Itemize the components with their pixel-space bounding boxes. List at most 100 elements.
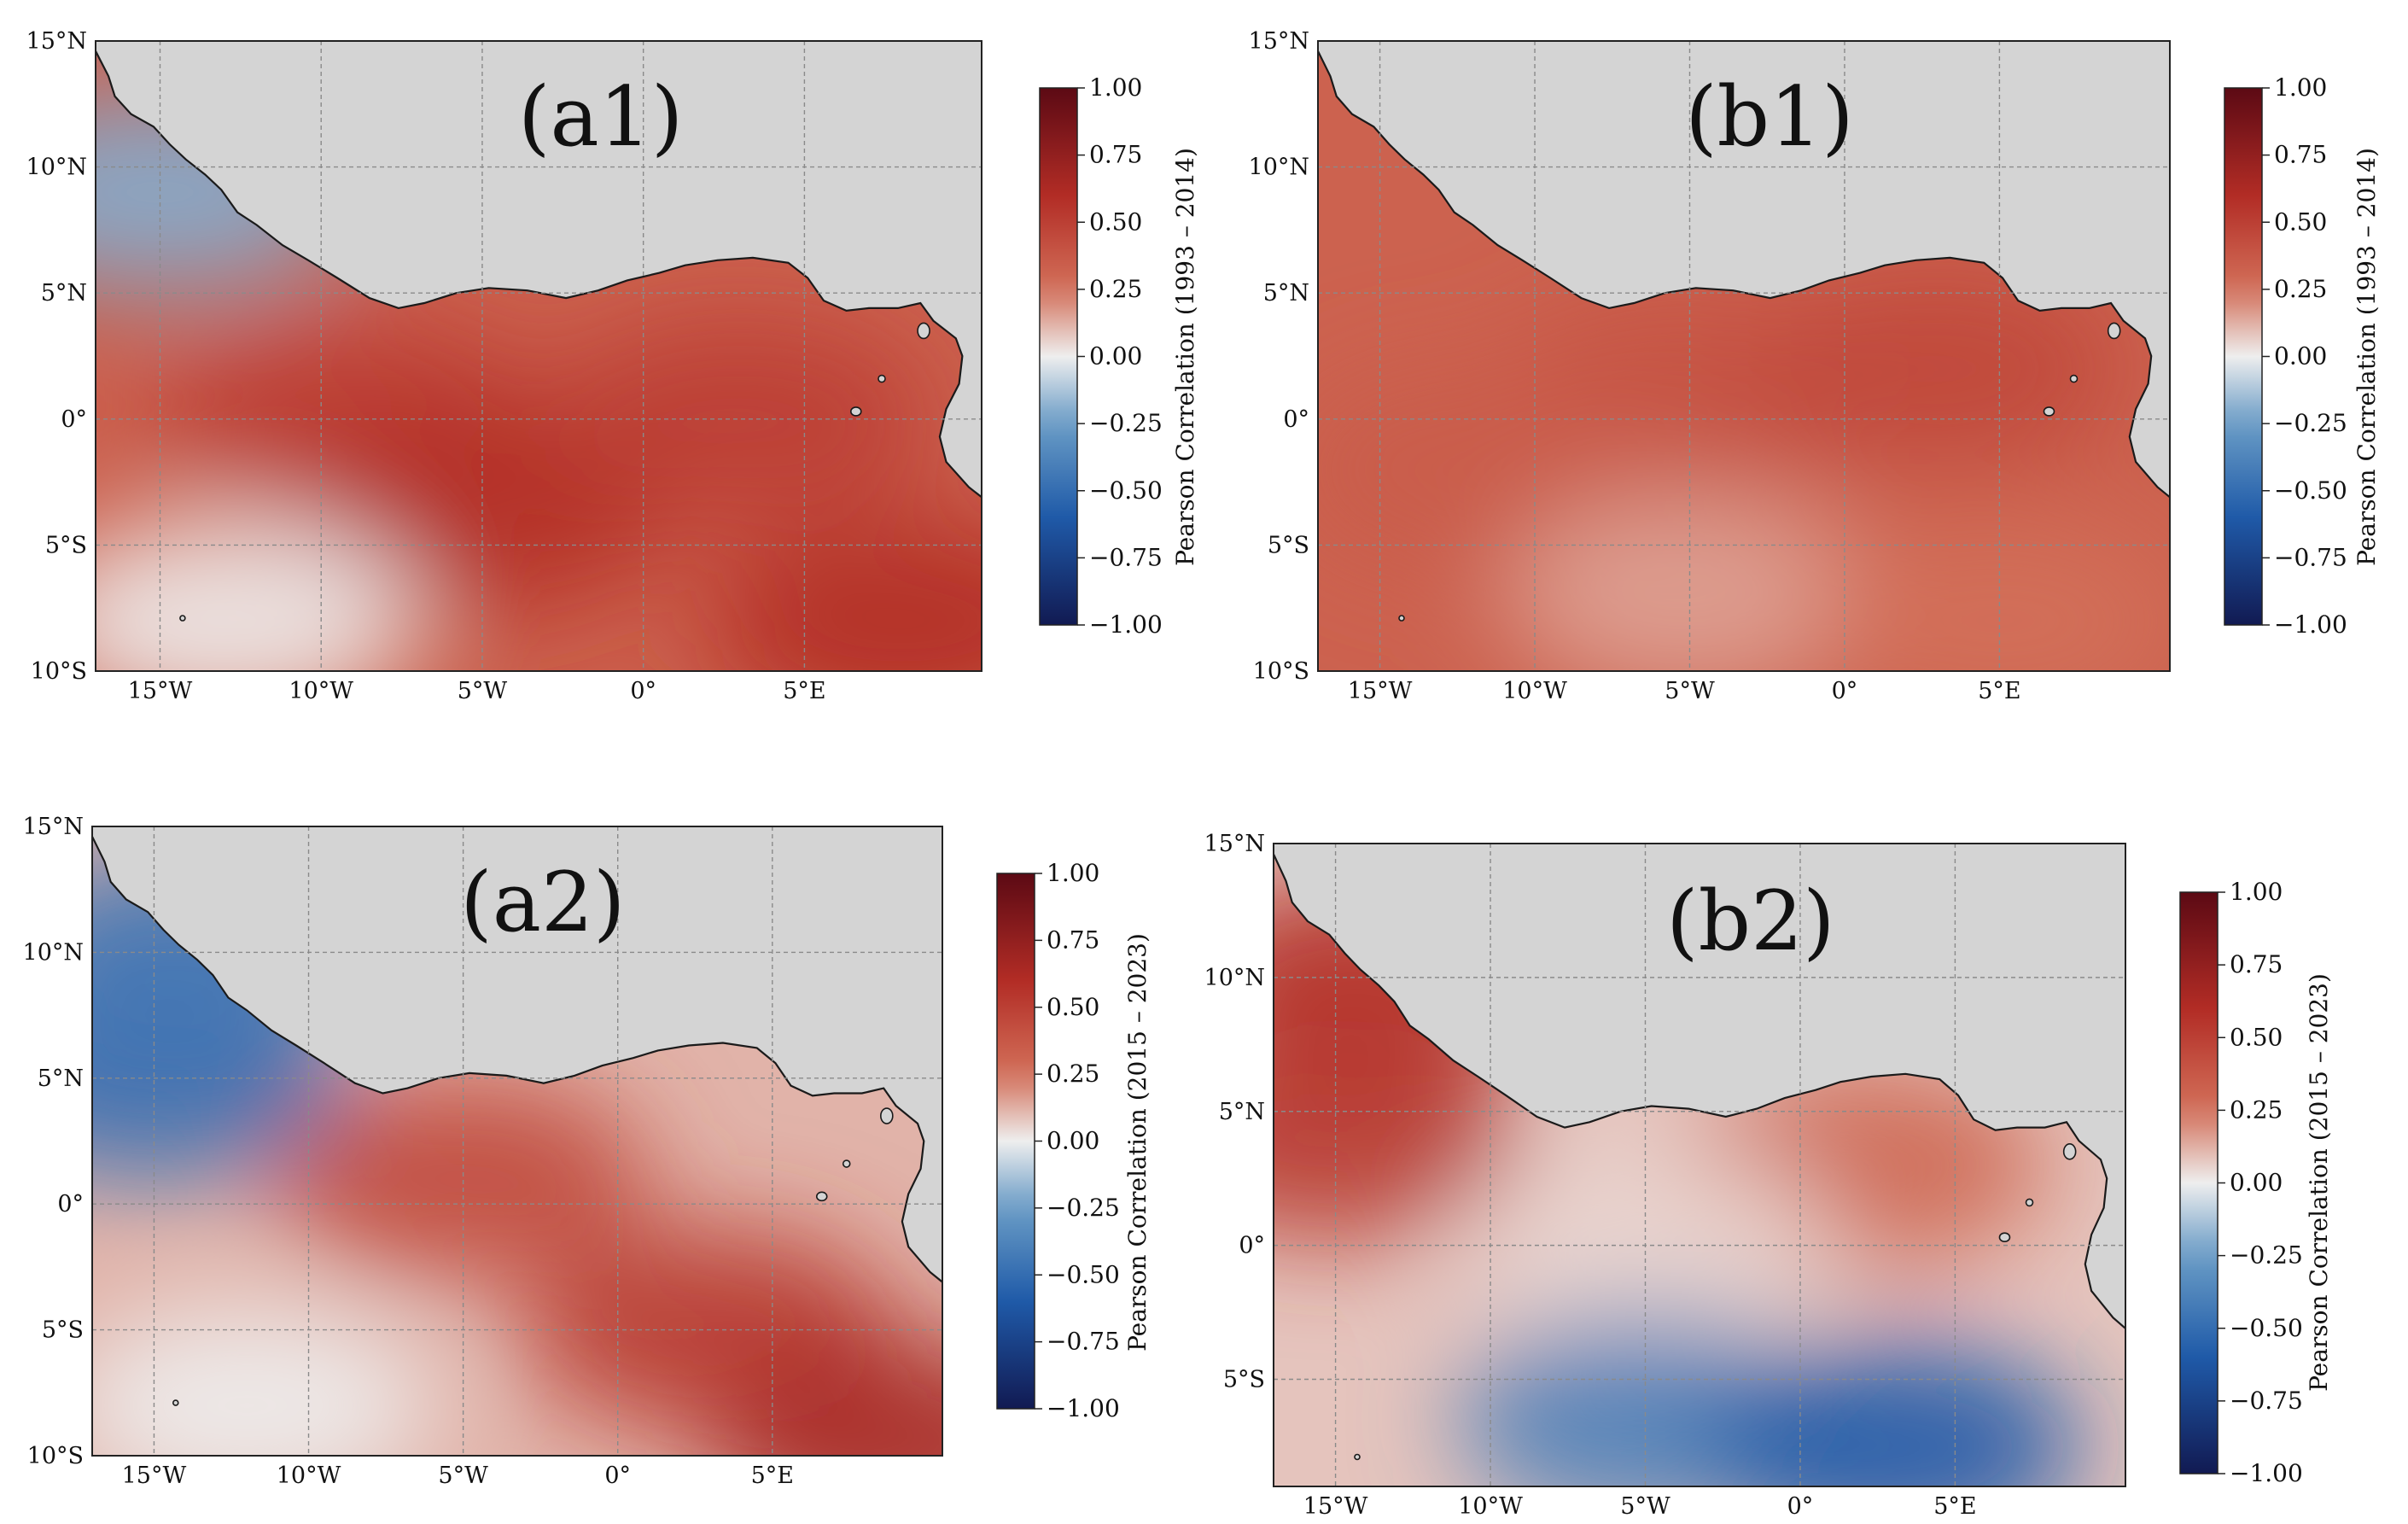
lon-tick-label: 10°W: [277, 1463, 341, 1489]
lon-tick-label: 5°E: [783, 678, 825, 704]
lon-tick-label: 10°W: [1458, 1493, 1523, 1520]
colorbar-title: Pearson Correlation (2015 – 2023): [2305, 973, 2333, 1392]
map-frame: [95, 40, 982, 672]
island: [2107, 322, 2121, 340]
colorbar-tick-label: 1.00: [1047, 859, 1099, 887]
lon-tick-label: 10°W: [1502, 678, 1567, 704]
colorbar-tick-label: −0.75: [1047, 1328, 1120, 1356]
island: [2043, 406, 2055, 417]
lat-tick-label: 10°N: [23, 939, 84, 966]
island: [1398, 615, 1405, 622]
land-area: [1318, 41, 2170, 498]
lat-tick-label: 5°N: [41, 280, 87, 307]
colorbar-tick-label: 0.50: [2230, 1023, 2283, 1051]
colorbar: [1039, 87, 1078, 626]
lon-tick-label: 0°: [604, 1463, 631, 1489]
island: [1354, 1453, 1361, 1461]
lat-tick-label: 15°N: [1249, 28, 1309, 55]
map-frame: [1317, 40, 2171, 672]
land-area: [1274, 844, 2125, 1328]
panel-label: (a2): [460, 855, 625, 950]
colorbar-tick-label: 0.75: [2230, 950, 2283, 978]
island: [179, 615, 186, 622]
lat-tick-label: 15°N: [1204, 831, 1265, 857]
lon-tick-label: 5°E: [1978, 678, 2020, 704]
island: [172, 1399, 179, 1406]
panel-label: (b1): [1685, 69, 1853, 165]
colorbar-tick-label: 0.75: [1047, 925, 1099, 954]
colorbar-tick-label: 0.25: [2230, 1095, 2283, 1124]
panel-a1: 15°N 10°N 5°N 0° 5°S 10°S 15°W 10°W 5°W 0° 5°E (a1)…: [26, 28, 1199, 704]
lon-tick-label: 15°W: [1303, 1493, 1368, 1520]
colorbar-tick-label: −0.25: [2274, 409, 2347, 437]
lon-tick-label: 5°W: [1665, 678, 1715, 704]
colorbar-tick-label: 0.00: [2274, 342, 2327, 371]
lat-tick-label: 10°N: [1204, 965, 1265, 991]
colorbar-title: Pearson Correlation (1993 – 2014): [2353, 148, 2381, 566]
colorbar-tick-label: −0.50: [2274, 476, 2347, 505]
colorbar-tick-label: 0.00: [2230, 1169, 2283, 1197]
lat-tick-label: 15°N: [23, 814, 84, 840]
colorbar-tick-label: −1.00: [2274, 610, 2347, 639]
colorbar-title: Pearson Correlation (1993 – 2014): [1171, 148, 1199, 566]
coastline: [96, 50, 982, 499]
colorbar-tick-label: −0.25: [1089, 409, 1163, 437]
colorbar-tick-label: −0.50: [1089, 476, 1163, 505]
colorbar-tick-label: 0.50: [1089, 207, 1142, 236]
coastline: [1274, 854, 2125, 1329]
colorbar-tick-label: −0.75: [2274, 543, 2347, 571]
lat-tick-label: 5°S: [42, 1317, 84, 1344]
colorbar-tick-label: −0.50: [2230, 1314, 2303, 1342]
island: [2025, 1198, 2034, 1207]
colorbar-title: Pearson Correlation (2015 – 2023): [1123, 933, 1152, 1352]
lon-tick-label: 10°W: [289, 678, 353, 704]
colorbar-tick-label: −0.75: [2230, 1387, 2303, 1415]
colorbar-tick-label: −1.00: [1089, 610, 1163, 639]
colorbar-tick-label: −0.75: [1089, 543, 1163, 571]
lat-tick-label: 5°S: [45, 532, 87, 558]
map-frame: [91, 826, 943, 1457]
colorbar-tick-label: −0.25: [1047, 1194, 1120, 1222]
colorbar-tick-label: 0.25: [1047, 1060, 1099, 1088]
lon-tick-label: 5°E: [751, 1463, 794, 1489]
correlation-region: [708, 1342, 942, 1456]
lat-tick-label: 10°N: [26, 155, 87, 181]
lon-tick-label: 15°W: [128, 678, 193, 704]
lat-tick-label: 0°: [57, 1191, 84, 1217]
lon-tick-label: 0°: [1832, 678, 1858, 704]
coastline: [92, 836, 942, 1283]
colorbar: [2179, 891, 2219, 1474]
colorbar-tick-label: 0.25: [1089, 275, 1142, 303]
colorbar: [2224, 87, 2263, 626]
lat-tick-label: 5°N: [1219, 1099, 1265, 1125]
island: [2062, 1143, 2077, 1160]
colorbar-tick-label: 0.75: [1089, 141, 1142, 169]
lon-tick-label: 0°: [1787, 1493, 1814, 1520]
lat-tick-label: 5°N: [38, 1066, 84, 1092]
lat-tick-label: 0°: [1283, 406, 1309, 433]
land-area: [92, 826, 942, 1282]
lat-tick-label: 15°N: [26, 28, 87, 55]
lat-tick-label: 10°S: [27, 1443, 84, 1469]
lon-tick-label: 5°E: [1933, 1493, 1976, 1520]
lon-tick-label: 0°: [630, 678, 656, 704]
island: [877, 374, 886, 383]
colorbar-tick-label: 0.50: [2274, 207, 2327, 236]
colorbar-tick-label: 0.50: [1047, 993, 1099, 1021]
lat-tick-label: 10°S: [31, 658, 87, 685]
map-frame: [1273, 843, 2126, 1487]
correlation-region: [96, 519, 420, 671]
lon-tick-label: 5°W: [1620, 1493, 1670, 1520]
island: [2069, 374, 2079, 383]
correlation-region: [276, 1077, 650, 1280]
colorbar: [996, 873, 1035, 1410]
colorbar-tick-label: 0.75: [2274, 141, 2327, 169]
panel-b2: 15°N 10°N 5°N 0° 5°S 15°W 10°W 5°W 0° 5°E (b2) 1.00…: [1204, 831, 2333, 1520]
panel-label: (b2): [1666, 873, 1834, 969]
panel-label: (a1): [518, 69, 683, 165]
island: [842, 1159, 851, 1168]
colorbar-tick-label: −1.00: [1047, 1394, 1120, 1422]
lat-tick-label: 5°S: [1268, 532, 1309, 558]
correlation-region: [92, 1305, 434, 1456]
